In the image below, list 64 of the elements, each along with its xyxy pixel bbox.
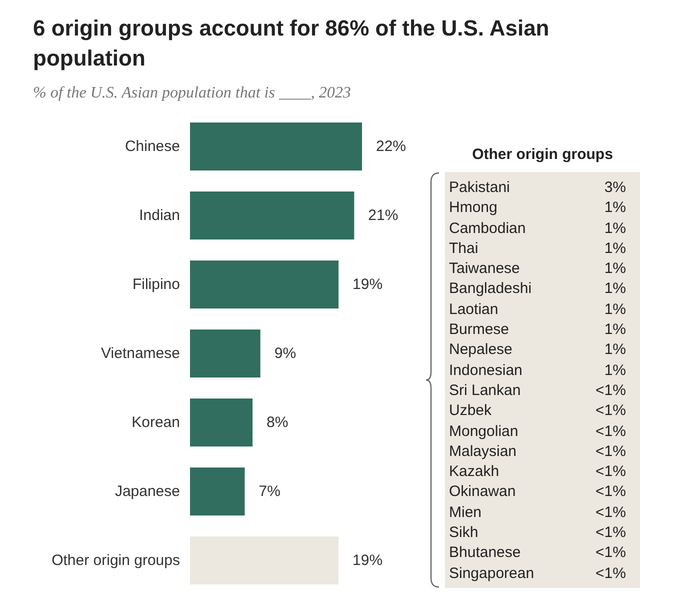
category-label: Kazakh — [449, 462, 500, 482]
data-label: 8% — [266, 414, 288, 431]
category-label: Uzbek — [449, 401, 492, 422]
text: <1% — [596, 382, 626, 399]
text: <1% — [596, 544, 626, 562]
category-label: Malaysian — [449, 442, 517, 462]
category-label: Bangladeshi — [449, 279, 532, 300]
bar — [190, 192, 354, 240]
category-label: Burmese — [449, 320, 510, 340]
text: 1% — [604, 362, 626, 379]
text: <1% — [596, 402, 626, 420]
category-label: Cambodian — [449, 218, 526, 239]
y-tick-label: Chinese — [124, 138, 180, 155]
category-label: Pakistani — [449, 178, 510, 198]
text: <1% — [596, 524, 626, 542]
text: 1% — [604, 300, 626, 318]
category-label: Sri Lankan — [449, 380, 521, 401]
text: <1% — [596, 564, 626, 582]
y-tick-label: Japanese — [114, 483, 180, 500]
text: <1% — [596, 442, 626, 460]
text: 1% — [604, 220, 626, 237]
category-label: Bhutanese — [449, 543, 521, 564]
data-label: 19% — [352, 276, 383, 293]
category-label: Singaporean — [449, 564, 534, 584]
text: <1% — [596, 463, 626, 480]
text: 1% — [604, 321, 626, 338]
category-label: Nepalese — [449, 340, 512, 360]
category-label: Laotian — [449, 300, 498, 320]
category-label: Taiwanese — [449, 259, 520, 280]
y-tick-label: Indian — [139, 207, 180, 224]
bar — [190, 122, 362, 170]
data-label: 19% — [352, 552, 383, 569]
text: 1% — [604, 280, 626, 298]
data-label: 7% — [258, 483, 280, 500]
text: Other origin groups — [471, 146, 614, 163]
text: 1% — [604, 199, 626, 216]
category-label: Indonesian — [449, 360, 522, 381]
bar — [190, 330, 260, 378]
category-label: Mien — [449, 502, 482, 523]
text: 1% — [604, 260, 626, 278]
bar — [190, 536, 339, 584]
data-label: 21% — [368, 207, 398, 224]
text: <1% — [596, 483, 626, 500]
y-tick-label: Filipino — [132, 276, 180, 293]
y-tick-label: Other origin groups — [52, 552, 180, 569]
category-label: Sikh — [449, 523, 478, 544]
text: 1% — [604, 240, 626, 257]
data-label: 9% — [274, 345, 296, 362]
text: 1% — [604, 341, 626, 358]
category-label: Mongolian — [449, 422, 518, 442]
bar — [190, 398, 253, 446]
y-tick-label: Korean — [132, 414, 180, 431]
text: <1% — [596, 504, 626, 521]
category-label: Okinawan — [449, 482, 516, 502]
data-label: 22% — [376, 138, 406, 155]
bar — [190, 260, 339, 308]
text: <1% — [596, 422, 626, 440]
text: 3% — [604, 179, 626, 196]
bar — [190, 468, 245, 516]
y-tick-label: Vietnamese — [101, 345, 180, 362]
category-label: Hmong — [449, 198, 498, 218]
category-label: Thai — [449, 238, 478, 259]
chart-subtitle: % of the U.S. Asian population that is ____, 2023 — [33, 84, 351, 102]
chart-title: 6 origin groups account for 86% of the U.S. Asian population — [33, 16, 556, 70]
